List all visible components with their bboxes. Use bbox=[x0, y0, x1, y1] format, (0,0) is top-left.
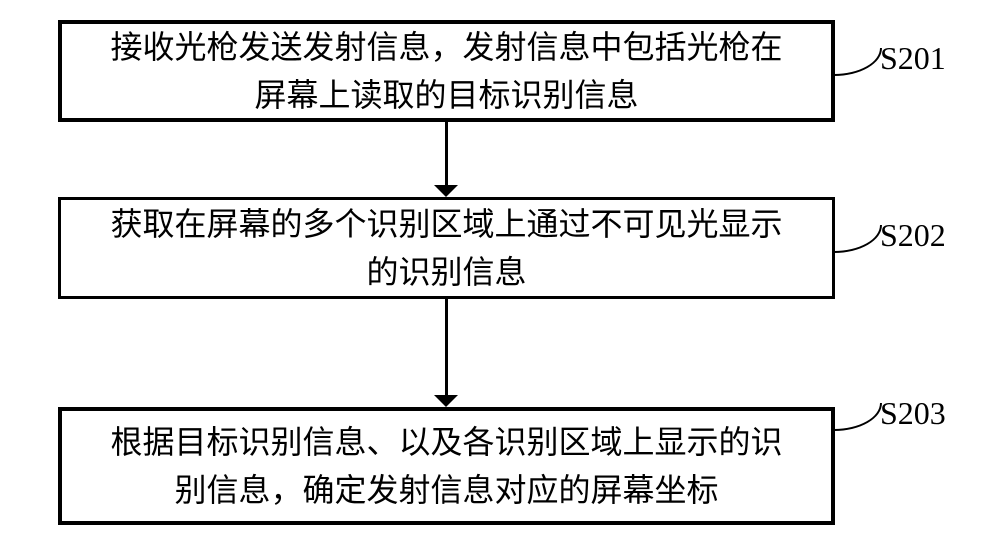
flow-step-text: 根据目标识别信息、以及各识别区域上显示的识 别信息，确定发射信息对应的屏幕坐标 bbox=[110, 418, 782, 514]
arrow-head-icon bbox=[434, 395, 458, 407]
flow-arrow bbox=[445, 299, 448, 395]
label-connector bbox=[834, 403, 882, 431]
flow-step-s203: 根据目标识别信息、以及各识别区域上显示的识 别信息，确定发射信息对应的屏幕坐标 bbox=[58, 407, 835, 525]
flow-step-text: 接收光枪发送发射信息，发射信息中包括光枪在 屏幕上读取的目标识别信息 bbox=[110, 23, 782, 119]
flowchart-canvas: { "diagram": { "type": "flowchart", "bac… bbox=[0, 0, 1000, 552]
flow-step-text: 获取在屏幕的多个识别区域上通过不可见光显示 的识别信息 bbox=[110, 200, 782, 296]
step-label-s201: S201 bbox=[880, 40, 946, 77]
text-line: 屏幕上读取的目标识别信息 bbox=[254, 77, 638, 113]
flow-arrow bbox=[445, 122, 448, 185]
text-line: 的识别信息 bbox=[366, 254, 526, 290]
arrow-head-icon bbox=[434, 185, 458, 197]
step-label-s203: S203 bbox=[880, 395, 946, 432]
flow-step-s201: 接收光枪发送发射信息，发射信息中包括光枪在 屏幕上读取的目标识别信息 bbox=[58, 20, 835, 122]
flow-step-s202: 获取在屏幕的多个识别区域上通过不可见光显示 的识别信息 bbox=[58, 197, 835, 299]
text-line: 别信息，确定发射信息对应的屏幕坐标 bbox=[174, 472, 718, 508]
text-line: 接收光枪发送发射信息，发射信息中包括光枪在 bbox=[110, 29, 782, 65]
label-connector bbox=[834, 225, 882, 253]
step-label-s202: S202 bbox=[880, 217, 946, 254]
label-connector bbox=[834, 48, 882, 76]
text-line: 获取在屏幕的多个识别区域上通过不可见光显示 bbox=[110, 206, 782, 242]
text-line: 根据目标识别信息、以及各识别区域上显示的识 bbox=[110, 424, 782, 460]
